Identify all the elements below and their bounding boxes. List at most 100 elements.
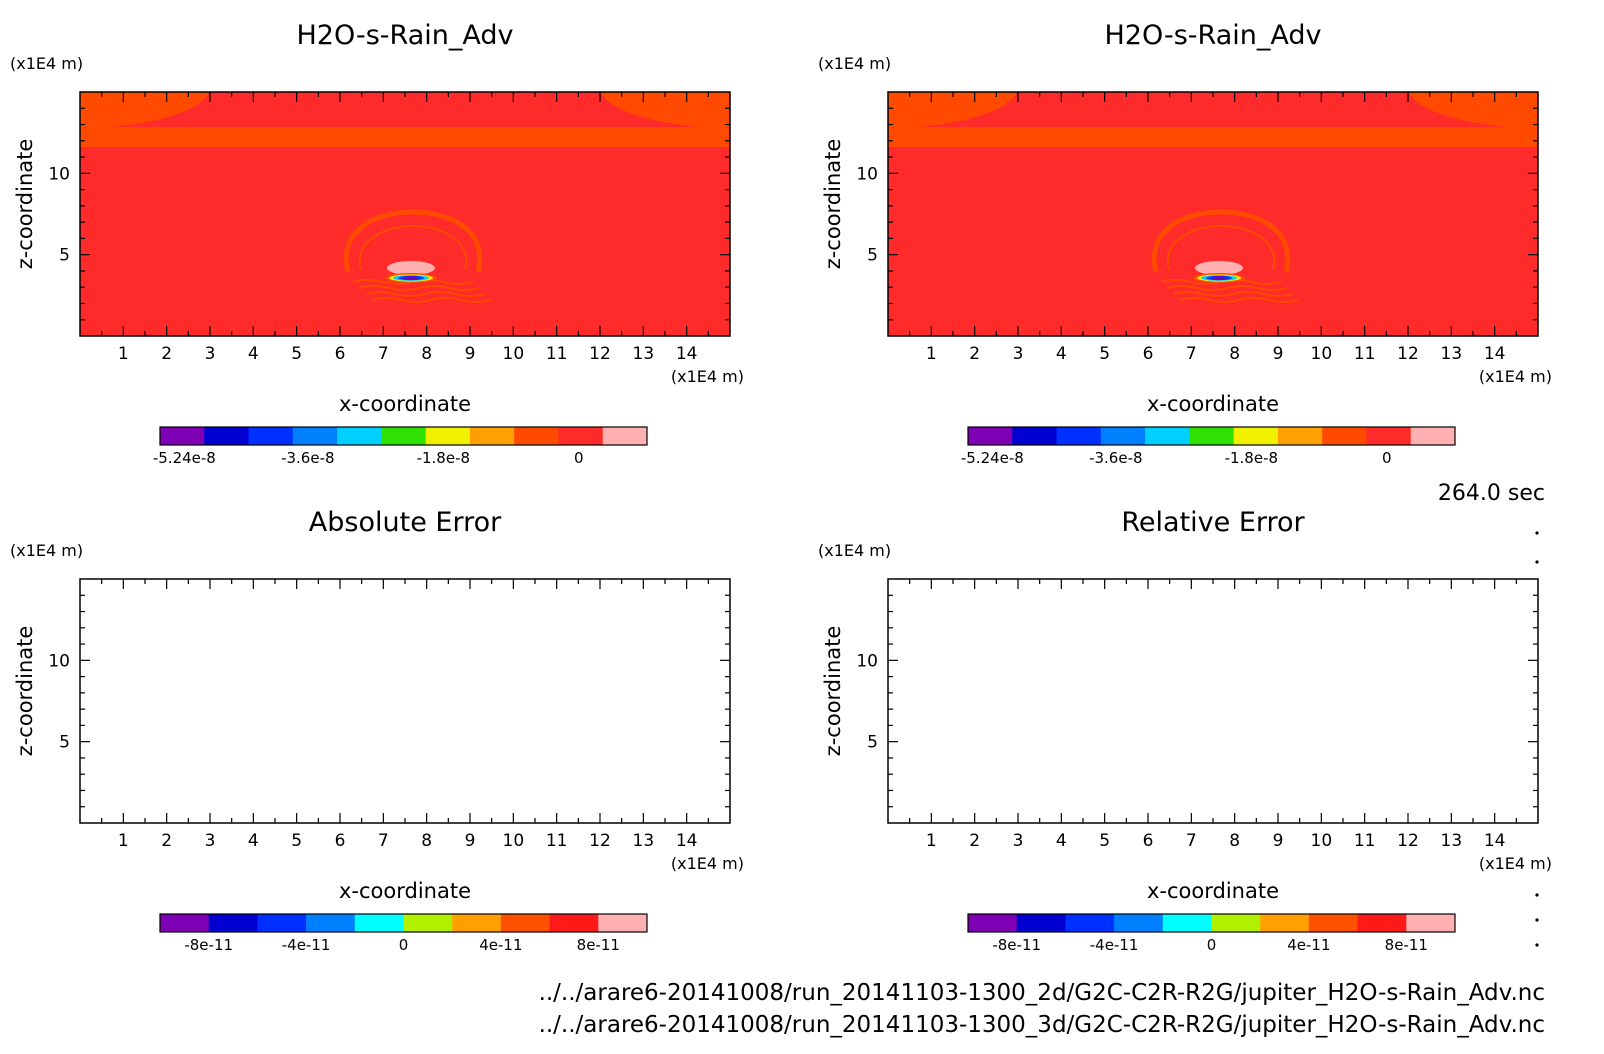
horizontal-band xyxy=(80,127,730,147)
colorbar: -5.24e-8 -3.6e-8 -1.8e-8 0 xyxy=(153,426,648,467)
x-tick-label: 8 xyxy=(421,831,432,851)
colorbar: -8e-11 -4e-11 0 4e-11 8e-11 xyxy=(159,913,648,954)
y-unit-label: (x1E4 m) xyxy=(818,54,891,73)
x-tick-label: 1 xyxy=(118,344,129,364)
y-axis-label: z-coordinate xyxy=(13,626,37,757)
colorbar-segment xyxy=(549,914,599,932)
x-tick-label: 12 xyxy=(1397,831,1419,851)
colorbar-segment xyxy=(1189,427,1235,445)
x-tick-label: 1 xyxy=(926,831,937,851)
edge-dot xyxy=(1535,918,1539,922)
colorbar-segment xyxy=(469,427,515,445)
colorbar-segment xyxy=(248,427,294,445)
plot-frame xyxy=(887,578,1539,824)
chart-panel-3: Absolute Error(x1E4 m)1 2 3 4 5 6 7 8 9 10 11 12 13 1… xyxy=(10,507,744,954)
colorbar-segment xyxy=(452,914,502,932)
x-tick-label: 10 xyxy=(503,831,525,851)
colorbar-segment xyxy=(1211,914,1261,932)
x-tick-label: 9 xyxy=(465,831,476,851)
x-axis-label: x-coordinate xyxy=(1147,392,1279,416)
plume-cap xyxy=(387,261,435,275)
colorbar-segment xyxy=(337,427,382,445)
y-tick-label: 5 xyxy=(867,246,878,266)
colorbar-tick-label: 4e-11 xyxy=(479,936,522,954)
x-tick-label: 4 xyxy=(248,344,259,364)
x-unit-label: (x1E4 m) xyxy=(1479,854,1552,873)
x-tick-label: 11 xyxy=(546,344,568,364)
plume-outline xyxy=(343,209,483,273)
x-tick-label: 13 xyxy=(633,831,655,851)
colorbar-segment xyxy=(1162,914,1212,932)
colorbar-segment xyxy=(1277,427,1323,445)
x-axis-label: x-coordinate xyxy=(1147,879,1279,903)
colorbar-segment xyxy=(500,914,551,932)
x-unit-label: (x1E4 m) xyxy=(671,367,744,386)
colorbar-segment xyxy=(160,427,205,445)
x-tick-label: 3 xyxy=(1013,344,1024,364)
y-tick-label: 10 xyxy=(856,164,878,184)
colorbar-tick-label: -4e-11 xyxy=(1090,936,1139,954)
corner-lobe-right xyxy=(601,92,730,129)
y-unit-label: (x1E4 m) xyxy=(818,541,891,560)
colorbar-frame xyxy=(967,426,1456,446)
colorbar-tick-label: -3.6e-8 xyxy=(1089,449,1142,467)
plume-streak xyxy=(1172,291,1294,297)
colorbar-segment xyxy=(968,427,1013,445)
x-tick-label: 8 xyxy=(1229,344,1240,364)
colorbar-frame xyxy=(159,913,648,933)
colorbar-segment xyxy=(558,427,604,445)
plume-core-center xyxy=(1212,276,1226,280)
colorbar-segment xyxy=(381,427,427,445)
x-tick-label: 7 xyxy=(378,831,389,851)
x-tick-label: 11 xyxy=(1354,344,1376,364)
y-axis-label: z-coordinate xyxy=(821,139,845,270)
x-unit-label: (x1E4 m) xyxy=(671,854,744,873)
colorbar-segment xyxy=(598,914,648,932)
edge-dot xyxy=(1535,943,1539,947)
colorbar-tick-label: 0 xyxy=(399,936,409,954)
x-tick-label: 6 xyxy=(1143,831,1154,851)
colorbar-segment xyxy=(1012,427,1058,445)
colorbar-tick-label: 8e-11 xyxy=(1385,936,1428,954)
footer-file-path-3d: ../../arare6-20141008/run_20141103-1300_… xyxy=(539,1012,1545,1038)
plume-outline-inner xyxy=(1166,224,1276,271)
y-tick-label: 10 xyxy=(856,651,878,671)
colorbar-segment xyxy=(354,914,404,932)
colorbar-tick-label: -8e-11 xyxy=(992,936,1041,954)
colorbar-segment xyxy=(160,914,210,932)
x-tick-label: 3 xyxy=(1013,831,1024,851)
colorbar-tick-label: -4e-11 xyxy=(282,936,331,954)
horizontal-band xyxy=(888,127,1538,147)
colorbar-segment xyxy=(204,427,250,445)
colorbar-tick-label: -3.6e-8 xyxy=(281,449,334,467)
x-axis-label: x-coordinate xyxy=(339,879,471,903)
colorbar-frame xyxy=(967,913,1456,933)
colorbar-segment xyxy=(1100,427,1146,445)
colorbar-segment xyxy=(1016,914,1066,932)
x-tick-label: 12 xyxy=(1397,344,1419,364)
y-unit-label: (x1E4 m) xyxy=(10,54,83,73)
plume-core-center xyxy=(404,276,418,280)
x-tick-label: 7 xyxy=(1186,831,1197,851)
x-tick-label: 14 xyxy=(1484,344,1506,364)
chart-title: Relative Error xyxy=(1121,507,1305,538)
x-tick-label: 10 xyxy=(1311,831,1333,851)
colorbar-segment xyxy=(257,914,307,932)
x-tick-label: 4 xyxy=(1056,831,1067,851)
colorbar-segment xyxy=(1322,427,1367,445)
x-tick-label: 11 xyxy=(1354,831,1376,851)
plot-frame xyxy=(79,578,731,824)
colorbar-tick-label: -1.8e-8 xyxy=(417,449,470,467)
chart-panel-4: Relative Error(x1E4 m)1 2 3 4 5 6 7 8 9 10 11 12 13 1… xyxy=(818,507,1552,954)
y-tick-label: 5 xyxy=(59,733,70,753)
chart-title: H2O-s-Rain_Adv xyxy=(1105,20,1322,51)
colorbar-frame xyxy=(159,426,648,446)
colorbar-segment xyxy=(403,914,453,932)
colorbar-segment xyxy=(1366,427,1412,445)
x-tick-label: 5 xyxy=(291,831,302,851)
x-tick-label: 2 xyxy=(969,344,980,364)
x-tick-label: 7 xyxy=(378,344,389,364)
colorbar-segment xyxy=(968,914,1018,932)
colorbar-segment xyxy=(208,914,258,932)
